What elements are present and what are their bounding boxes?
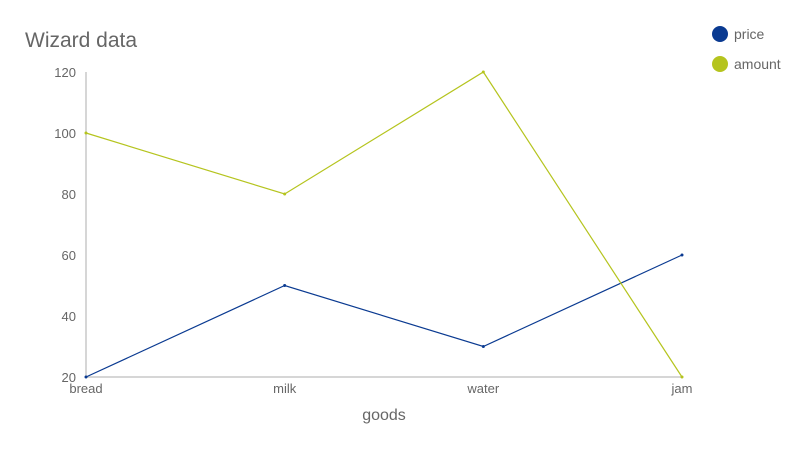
series-line-amount (85, 71, 683, 378)
x-tick-label: jam (671, 381, 693, 396)
legend-item-price[interactable]: price (712, 26, 765, 42)
legend-label: amount (734, 56, 781, 72)
x-axis: bread milk water jam (69, 376, 693, 396)
legend-label: price (734, 26, 765, 42)
chart-title: Wizard data (25, 29, 137, 52)
x-axis-title: goods (362, 407, 406, 424)
series-line-price (85, 254, 683, 378)
data-point-amount (283, 192, 287, 196)
legend-item-amount[interactable]: amount (712, 56, 781, 72)
data-point-price (283, 284, 287, 287)
legend: price amount (712, 26, 781, 72)
data-point-price (84, 375, 88, 379)
data-point-amount (680, 375, 684, 379)
y-tick-label: 40 (62, 309, 76, 324)
y-tick-label: 120 (54, 65, 76, 80)
x-tick-label: bread (69, 381, 102, 396)
legend-marker (712, 26, 728, 42)
y-tick-label: 60 (62, 248, 76, 263)
data-point-price (481, 345, 485, 348)
y-axis: 20 40 60 80 100 120 (54, 65, 87, 385)
legend-marker (712, 56, 728, 72)
y-tick-label: 100 (54, 126, 76, 141)
data-point-price (680, 253, 684, 257)
y-tick-label: 20 (62, 370, 76, 385)
data-point-amount (481, 70, 485, 74)
series-lines (84, 70, 684, 379)
data-point-amount (84, 131, 88, 135)
x-tick-label: water (466, 381, 499, 396)
y-tick-label: 80 (62, 187, 76, 202)
x-tick-label: milk (273, 381, 297, 396)
